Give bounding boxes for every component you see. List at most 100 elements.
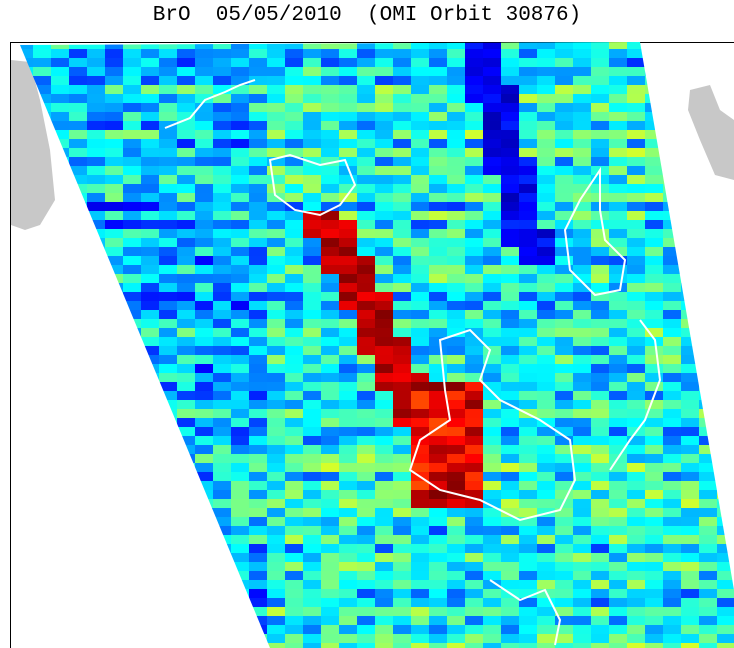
pixel [231, 490, 249, 499]
pixel [249, 166, 267, 175]
pixel [321, 625, 339, 634]
pixel [699, 238, 717, 247]
pixel [213, 139, 231, 148]
pixel [285, 481, 303, 490]
pixel [339, 211, 357, 220]
pixel [339, 553, 357, 562]
pixel [195, 598, 213, 607]
pixel [375, 481, 393, 490]
pixel [717, 364, 734, 373]
pixel [249, 463, 267, 472]
pixel [627, 94, 645, 103]
pixel [33, 481, 51, 490]
pixel [105, 355, 123, 364]
pixel [285, 301, 303, 310]
pixel [411, 337, 429, 346]
pixel [465, 562, 483, 571]
pixel [627, 589, 645, 598]
pixel [627, 301, 645, 310]
pixel [159, 463, 177, 472]
pixel [159, 373, 177, 382]
pixel [51, 310, 69, 319]
pixel [123, 562, 141, 571]
pixel [609, 328, 627, 337]
pixel [375, 139, 393, 148]
pixel [663, 571, 681, 580]
pixel [699, 571, 717, 580]
pixel [717, 220, 734, 229]
pixel [681, 571, 699, 580]
pixel [33, 445, 51, 454]
pixel [699, 616, 717, 625]
pixel [231, 139, 249, 148]
pixel [555, 463, 573, 472]
pixel [357, 409, 375, 418]
pixel [483, 49, 501, 58]
pixel [177, 130, 195, 139]
pixel [663, 616, 681, 625]
pixel [69, 148, 87, 157]
pixel [69, 274, 87, 283]
pixel [609, 355, 627, 364]
pixel [483, 157, 501, 166]
pixel [699, 544, 717, 553]
pixel [357, 283, 375, 292]
pixel [195, 364, 213, 373]
pixel [195, 571, 213, 580]
pixel [447, 337, 465, 346]
pixel [141, 571, 159, 580]
pixel [267, 544, 285, 553]
pixel [87, 409, 105, 418]
pixel [537, 103, 555, 112]
pixel [51, 211, 69, 220]
pixel [231, 202, 249, 211]
pixel [411, 166, 429, 175]
pixel [51, 400, 69, 409]
pixel [537, 202, 555, 211]
pixel [231, 40, 249, 49]
pixel [519, 157, 537, 166]
pixel [303, 247, 321, 256]
pixel [573, 391, 591, 400]
pixel [717, 256, 734, 265]
pixel [375, 589, 393, 598]
pixel [717, 274, 734, 283]
pixel [501, 157, 519, 166]
pixel [447, 274, 465, 283]
pixel [159, 445, 177, 454]
pixel [87, 535, 105, 544]
pixel [123, 139, 141, 148]
pixel [87, 184, 105, 193]
pixel [177, 193, 195, 202]
pixel [537, 490, 555, 499]
pixel [375, 85, 393, 94]
pixel [555, 49, 573, 58]
pixel [123, 364, 141, 373]
pixel [699, 481, 717, 490]
pixel [285, 580, 303, 589]
pixel [231, 454, 249, 463]
pixel [321, 238, 339, 247]
pixel [519, 103, 537, 112]
pixel [627, 382, 645, 391]
pixel [375, 202, 393, 211]
pixel [285, 436, 303, 445]
pixel [357, 103, 375, 112]
pixel [609, 220, 627, 229]
pixel [465, 175, 483, 184]
pixel [681, 436, 699, 445]
pixel [159, 40, 177, 49]
pixel [555, 508, 573, 517]
pixel [123, 40, 141, 49]
pixel [159, 553, 177, 562]
pixel [231, 634, 249, 643]
pixel [519, 274, 537, 283]
pixel [141, 247, 159, 256]
pixel [483, 148, 501, 157]
pixel [123, 382, 141, 391]
pixel [429, 256, 447, 265]
pixel [645, 580, 663, 589]
pixel [663, 211, 681, 220]
pixel [51, 364, 69, 373]
pixel [249, 634, 267, 643]
